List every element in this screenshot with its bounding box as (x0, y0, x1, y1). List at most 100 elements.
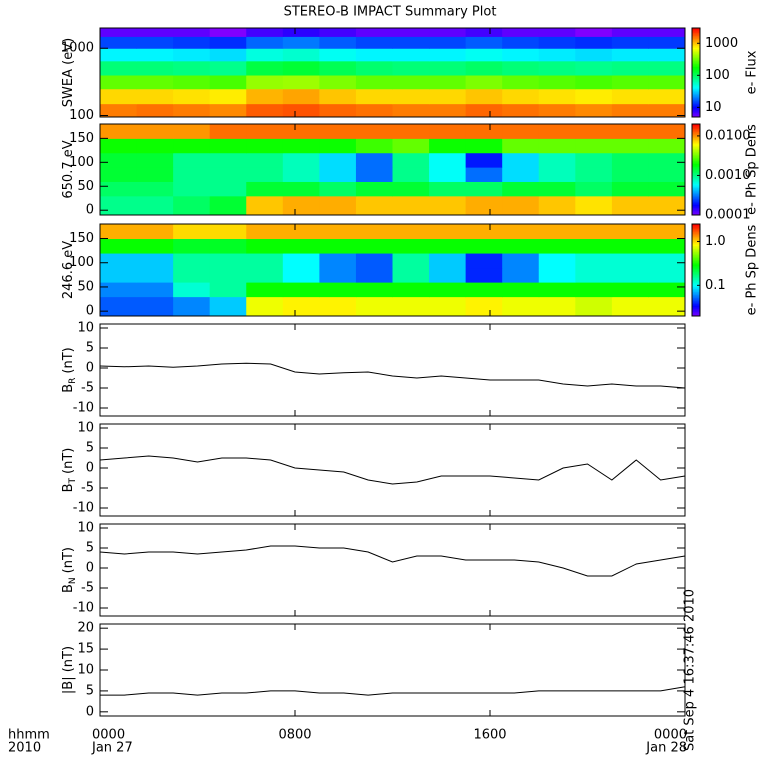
heatmap-cell (173, 181, 211, 197)
heatmap-cell (429, 28, 467, 37)
heatmap-cell (100, 224, 138, 240)
colorbar-step (692, 73, 700, 76)
heatmap-cell (465, 238, 503, 254)
colorbar-step (692, 69, 700, 72)
colorbar-step (692, 136, 700, 139)
colorbar-step (692, 68, 700, 71)
heatmap-cell (611, 267, 649, 283)
heatmap-cell (392, 152, 430, 168)
colorbar-step (692, 154, 700, 157)
heatmap-cell (282, 152, 320, 168)
heatmap-cell (136, 167, 174, 182)
colorbar-step (692, 240, 700, 243)
data-line (100, 686, 686, 696)
colorbar-step (692, 208, 700, 211)
colorbar-step (692, 91, 700, 94)
heatmap-cell (173, 253, 211, 269)
heatmap-cell (465, 60, 503, 76)
heatmap-cell (282, 75, 320, 90)
heatmap-cell (648, 138, 686, 154)
y-tick-label: 0 (86, 561, 94, 576)
colorbar-step (692, 172, 700, 175)
colorbar-step (692, 152, 700, 155)
heatmap-cell (648, 195, 686, 216)
heatmap-cell (465, 75, 503, 90)
y-tick-label: 150 (69, 231, 94, 246)
heatmap-cell (246, 181, 284, 197)
heatmap-cell (100, 238, 138, 254)
heatmap-cell (502, 124, 540, 139)
heatmap-cell (538, 253, 576, 269)
colorbar-step (692, 299, 700, 302)
colorbar-step (692, 140, 700, 143)
colorbar-step (692, 127, 700, 130)
heatmap-cell (648, 60, 686, 76)
heatmap-cell (136, 282, 174, 298)
heatmap-cell (246, 60, 284, 76)
colorbar-step (692, 28, 700, 30)
colorbar-step (692, 198, 700, 201)
heatmap-cell (502, 138, 540, 154)
colorbar-step (692, 189, 700, 192)
heatmap-cell (575, 224, 613, 240)
heatmap-cell (100, 75, 138, 90)
heatmap-cell (611, 36, 649, 49)
heatmap-cell (648, 253, 686, 269)
colorbar-step (692, 311, 700, 314)
y-axis-label-unit: (nT) (61, 448, 76, 474)
heatmap-cell (538, 88, 576, 105)
heatmap-cell (392, 195, 430, 216)
heatmap-cell (502, 103, 540, 118)
heatmap-cell (209, 138, 247, 154)
y-axis-label-text: SWEA (eV) (61, 38, 76, 107)
colorbar-step (692, 65, 700, 68)
heatmap-cell (538, 224, 576, 240)
heatmap-cell (319, 103, 357, 118)
colorbar-tick-label: 1.0 (705, 234, 726, 249)
heatmap-cell (575, 88, 613, 105)
heatmap-cell (429, 253, 467, 269)
heatmap-cell (392, 267, 430, 283)
y-tick-label: -10 (73, 601, 94, 616)
y-axis-label-text: B (61, 384, 76, 393)
heatmap-cell (246, 88, 284, 105)
heatmap-cell (392, 60, 430, 76)
heatmap-cell (465, 224, 503, 240)
colorbar-step (692, 233, 700, 236)
y-tick-label: 15 (77, 642, 94, 657)
heatmap-cell (355, 75, 393, 90)
colorbar-step (692, 63, 700, 66)
heatmap-cell (319, 28, 357, 37)
heatmap-cell (246, 195, 284, 216)
colorbar-step (692, 82, 700, 85)
heatmap-cell (246, 296, 284, 317)
heatmap-cell (465, 152, 503, 168)
heatmap-cell (648, 181, 686, 197)
heatmap-cell (136, 28, 174, 37)
colorbar-step (692, 243, 700, 246)
heatmap-cell (465, 103, 503, 118)
colorbar-step (692, 268, 700, 271)
heatmap-cell (355, 138, 393, 154)
heatmap-cell (209, 167, 247, 182)
colorbar-step (692, 224, 700, 227)
heatmap-cell (429, 267, 467, 283)
colorbar-step (692, 263, 700, 266)
heatmap-cell (173, 48, 211, 62)
heatmap-cell (209, 124, 247, 139)
heatmap-cell (538, 296, 576, 317)
heatmap-cell (246, 238, 284, 254)
heatmap-cell (136, 48, 174, 62)
colorbar-step (692, 280, 700, 283)
heatmap-cell (429, 181, 467, 197)
colorbar-step (692, 109, 700, 112)
heatmap-cell (136, 88, 174, 105)
heatmap-cell (538, 28, 576, 37)
heatmap-cell (611, 195, 649, 216)
heatmap-cell (575, 48, 613, 62)
heatmap-cell (209, 88, 247, 105)
colorbar-step (692, 105, 700, 108)
plot-title: STEREO-B IMPACT Summary Plot (284, 5, 497, 20)
heatmap-cell (282, 60, 320, 76)
heatmap-cell (611, 238, 649, 254)
